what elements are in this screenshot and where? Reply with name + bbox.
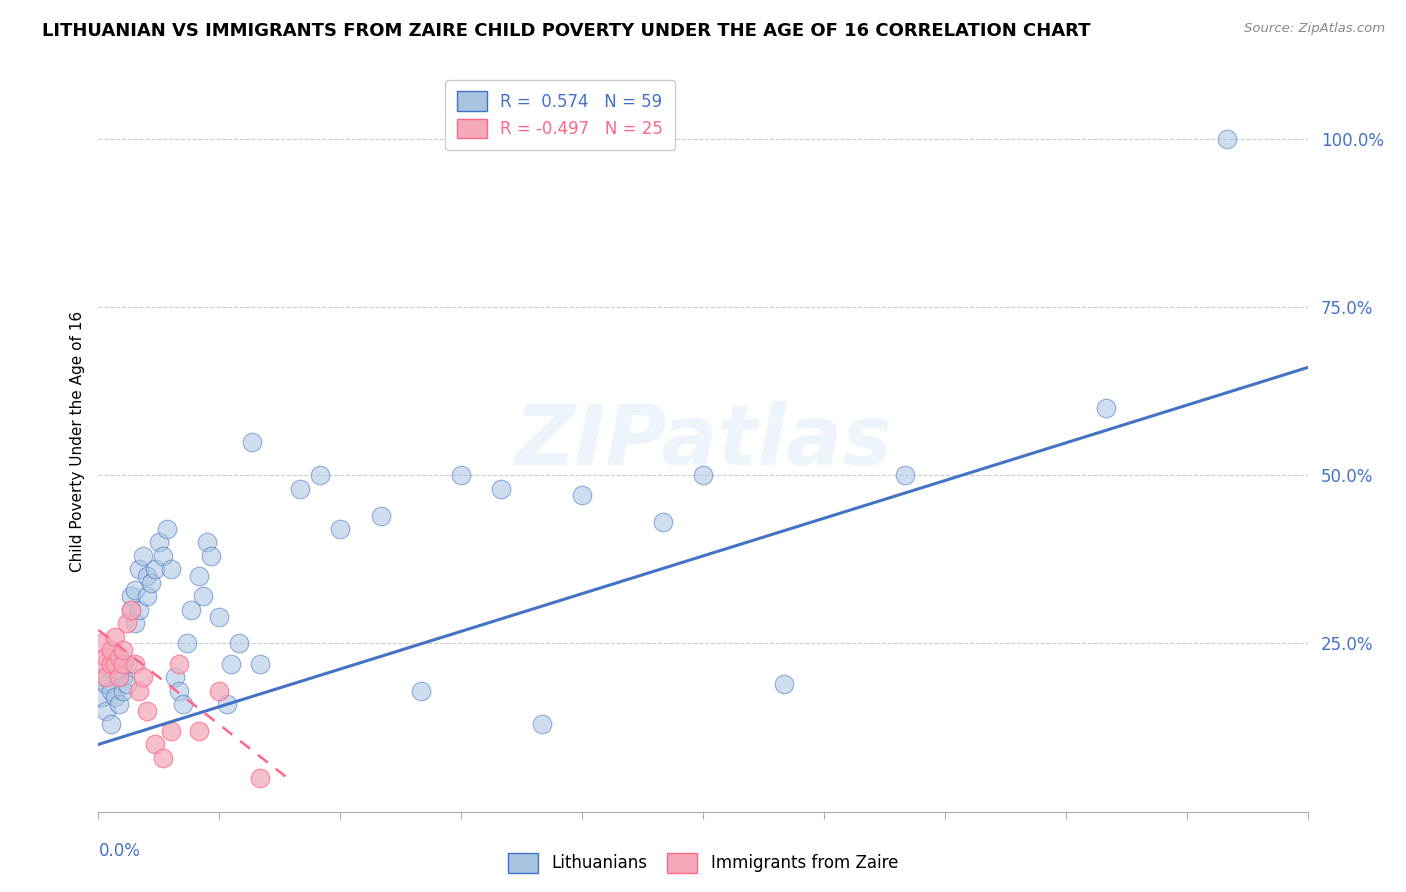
Point [96, 677, 118, 691]
Point [115, 677, 138, 691]
Point [103, 630, 125, 644]
Point [208, 609, 231, 624]
Point [100, 717, 122, 731]
Point [124, 657, 146, 671]
Point [450, 468, 472, 483]
Point [120, 603, 142, 617]
Point [571, 488, 593, 502]
Point [91, 690, 114, 705]
Point [107, 670, 129, 684]
Point [128, 683, 150, 698]
Point [530, 717, 553, 731]
Point [135, 590, 157, 604]
Point [111, 683, 134, 698]
Point [135, 569, 157, 583]
Text: ZIPatlas: ZIPatlas [515, 401, 891, 482]
Point [160, 562, 183, 576]
Point [208, 683, 231, 698]
Point [143, 738, 166, 752]
Point [188, 569, 211, 583]
Point [1095, 401, 1118, 415]
Point [772, 677, 794, 691]
Point [132, 549, 155, 563]
Point [221, 657, 243, 671]
Point [139, 575, 162, 590]
Text: Source: ZipAtlas.com: Source: ZipAtlas.com [1244, 22, 1385, 36]
Point [152, 751, 174, 765]
Point [115, 657, 138, 671]
Point [692, 468, 714, 483]
Point [309, 468, 332, 483]
Point [124, 582, 146, 597]
Point [409, 683, 432, 698]
Text: 0.0%: 0.0% [98, 842, 141, 860]
Point [370, 508, 392, 523]
Point [193, 590, 215, 604]
Point [120, 603, 142, 617]
Point [96, 704, 118, 718]
Point [96, 670, 118, 684]
Point [96, 649, 118, 664]
Point [143, 562, 166, 576]
Point [91, 636, 114, 650]
Point [132, 670, 155, 684]
Point [135, 704, 157, 718]
Point [111, 670, 134, 684]
Point [180, 603, 202, 617]
Point [115, 616, 138, 631]
Point [111, 657, 134, 671]
Point [240, 434, 263, 449]
Point [103, 657, 125, 671]
Point [176, 636, 198, 650]
Point [160, 723, 183, 738]
Point [120, 590, 142, 604]
Point [107, 697, 129, 711]
Point [148, 535, 170, 549]
Point [249, 771, 271, 785]
Point [651, 516, 673, 530]
Point [163, 670, 186, 684]
Point [228, 636, 250, 650]
Point [329, 522, 352, 536]
Point [111, 643, 134, 657]
Point [107, 664, 129, 678]
Legend: Lithuanians, Immigrants from Zaire: Lithuanians, Immigrants from Zaire [502, 847, 904, 880]
Point [491, 482, 513, 496]
Point [100, 643, 122, 657]
Point [156, 522, 179, 536]
Point [167, 683, 190, 698]
Y-axis label: Child Poverty Under the Age of 16: Child Poverty Under the Age of 16 [69, 311, 84, 572]
Point [128, 603, 150, 617]
Point [91, 657, 114, 671]
Point [103, 690, 125, 705]
Point [124, 616, 146, 631]
Point [107, 649, 129, 664]
Point [128, 562, 150, 576]
Point [200, 549, 222, 563]
Legend: R =  0.574   N = 59, R = -0.497   N = 25: R = 0.574 N = 59, R = -0.497 N = 25 [446, 79, 675, 150]
Point [152, 549, 174, 563]
Text: LITHUANIAN VS IMMIGRANTS FROM ZAIRE CHILD POVERTY UNDER THE AGE OF 16 CORRELATIO: LITHUANIAN VS IMMIGRANTS FROM ZAIRE CHIL… [42, 22, 1091, 40]
Point [100, 657, 122, 671]
Point [288, 482, 311, 496]
Point [249, 657, 271, 671]
Point [217, 697, 239, 711]
Point [167, 657, 190, 671]
Point [91, 670, 114, 684]
Point [103, 657, 125, 671]
Point [100, 683, 122, 698]
Point [172, 697, 194, 711]
Point [188, 723, 211, 738]
Point [1216, 131, 1239, 145]
Point [893, 468, 915, 483]
Point [195, 535, 218, 549]
